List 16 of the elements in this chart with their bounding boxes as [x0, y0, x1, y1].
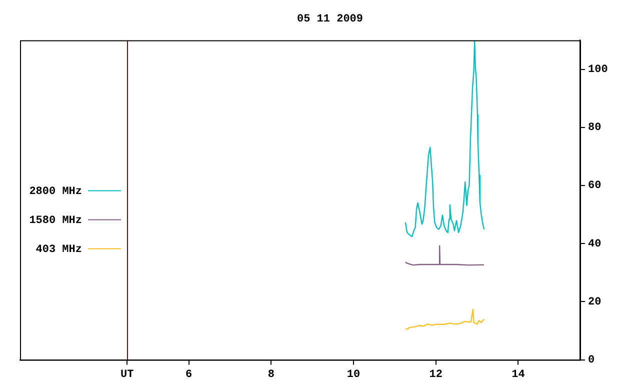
- y-tick-label: 80: [588, 122, 602, 134]
- chart-title: 05 11 2009: [296, 13, 364, 26]
- legend-label: 2800 MHz: [29, 186, 82, 198]
- y-tick-label: 20: [588, 296, 602, 308]
- y-tick-label: 100: [588, 64, 608, 76]
- y-tick-label: 0: [588, 354, 595, 367]
- x-tick-label: 10: [346, 369, 360, 382]
- x-tick-label: 6: [186, 369, 192, 382]
- y-tick-label: 60: [588, 180, 602, 192]
- y-tick-label: 40: [588, 238, 602, 250]
- x-tick-label: 8: [268, 369, 275, 382]
- legend-label: 1580 MHz: [29, 214, 82, 227]
- x-tick-label: UT: [120, 369, 134, 382]
- legend-label: 403 MHz: [36, 244, 82, 256]
- x-tick-label: 14: [512, 369, 526, 382]
- x-tick-label: 12: [429, 369, 442, 382]
